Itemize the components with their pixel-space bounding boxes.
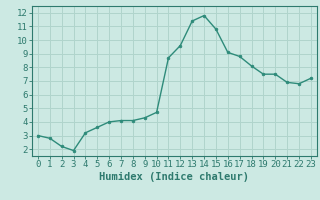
X-axis label: Humidex (Indice chaleur): Humidex (Indice chaleur) [100, 172, 249, 182]
